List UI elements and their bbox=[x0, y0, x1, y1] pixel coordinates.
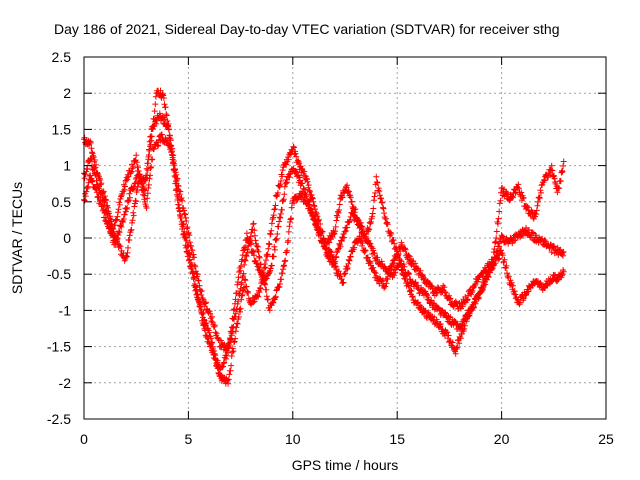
x-tick-label: 5 bbox=[185, 431, 193, 447]
chart-title: Day 186 of 2021, Sidereal Day-to-day VTE… bbox=[54, 21, 560, 37]
x-axis-label: GPS time / hours bbox=[292, 457, 399, 473]
series-track-a bbox=[81, 87, 567, 387]
x-tick-label: 20 bbox=[494, 431, 510, 447]
y-axis-label: SDTVAR / TECUs bbox=[9, 182, 25, 294]
x-tick-label: 15 bbox=[389, 431, 405, 447]
y-tick-label: -1 bbox=[59, 302, 72, 318]
series-markers bbox=[81, 87, 567, 387]
y-tick-label: -1.5 bbox=[47, 339, 71, 355]
y-tick-label: 2.5 bbox=[52, 49, 72, 65]
series-track-c bbox=[81, 131, 567, 356]
y-tick-label: -0.5 bbox=[47, 266, 71, 282]
x-tick-label: 10 bbox=[285, 431, 301, 447]
data-points bbox=[81, 87, 567, 387]
x-tick-label: 25 bbox=[598, 431, 614, 447]
y-tick-label: -2.5 bbox=[47, 411, 71, 427]
y-tick-label: 1.5 bbox=[52, 121, 72, 137]
y-tick-label: -2 bbox=[59, 375, 72, 391]
y-tick-label: 2 bbox=[63, 85, 71, 101]
series-markers bbox=[81, 131, 567, 356]
axes: -2.5 -2 -1.5 -1 -0.5 0 0.5 1 1.5 2 2.5 0 5 10 15 20 25 bbox=[47, 49, 614, 447]
x-tick-label: 0 bbox=[80, 431, 88, 447]
y-tick-label: 1 bbox=[63, 158, 71, 174]
y-tick-label: 0.5 bbox=[52, 194, 72, 210]
y-tick-label: 0 bbox=[63, 230, 71, 246]
